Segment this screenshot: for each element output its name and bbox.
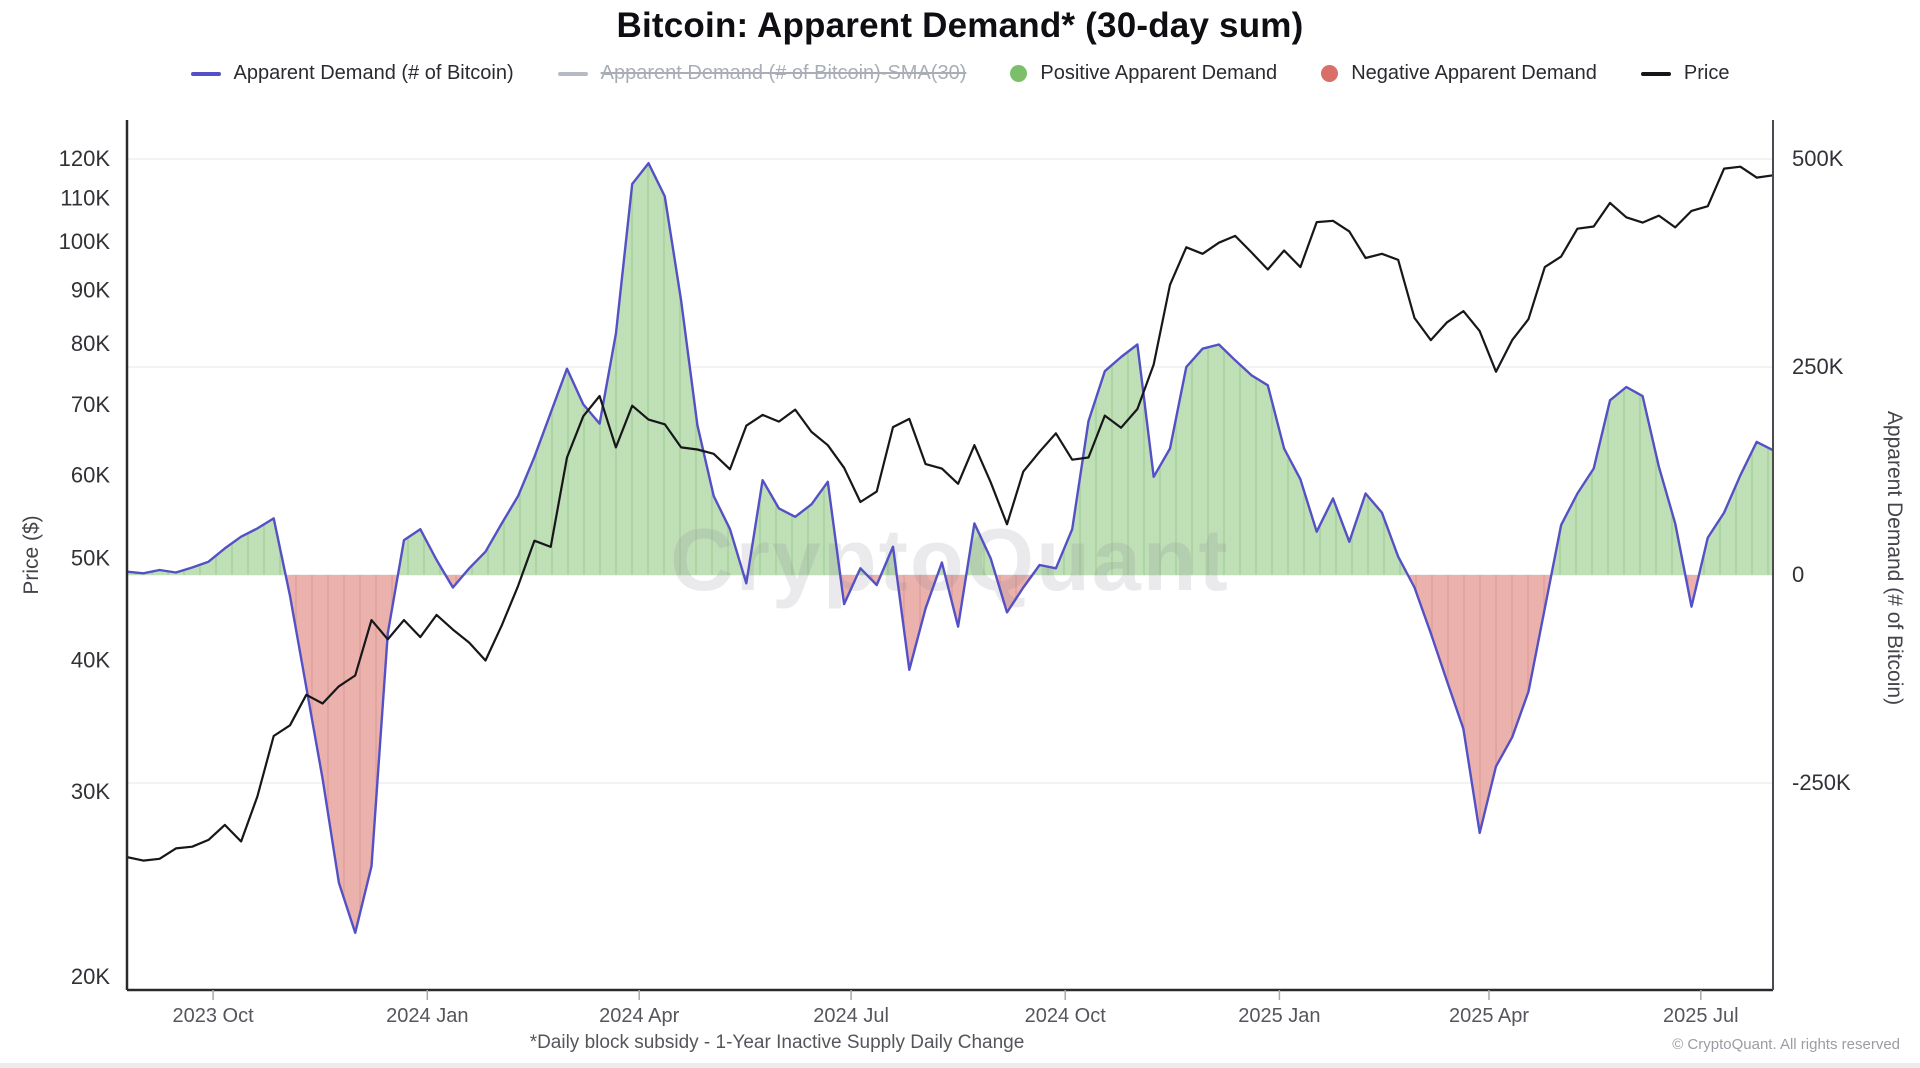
left-axis-tick-label: 80K xyxy=(71,331,110,356)
series-lines xyxy=(126,161,1774,934)
legend-item-apparent-demand-sma30[interactable]: Apparent Demand (# of Bitcoin)-SMA(30) xyxy=(557,62,967,85)
axis-tick-labels: 120K 110K 100K 90K 80K 70K 60K 50K 40K 30K 20K 500K… xyxy=(59,146,1851,1027)
demand-area-fills xyxy=(127,163,1773,933)
x-axis-tick-label: 2025 Apr xyxy=(1449,1005,1529,1027)
dot-swatch-icon xyxy=(1010,65,1028,82)
chart-legend: Apparent Demand (# of Bitcoin) Apparent … xyxy=(0,62,1920,85)
x-axis-tick-label: 2025 Jan xyxy=(1238,1005,1320,1027)
right-axis-tick-label: -250K xyxy=(1792,770,1851,795)
left-axis-tick-label: 30K xyxy=(71,779,110,804)
positive-demand-area xyxy=(127,163,1773,575)
legend-item-positive-apparent-demand[interactable]: Positive Apparent Demand xyxy=(1010,62,1277,85)
right-axis-title: Apparent Demand (# of Bitcoin) xyxy=(1883,411,1906,705)
line-swatch-icon xyxy=(1640,71,1671,76)
left-axis-tick-label: 20K xyxy=(71,964,110,989)
footnote: *Daily block subsidy - 1-Year Inactive S… xyxy=(529,1032,1025,1053)
left-axis-tick-label: 100K xyxy=(59,229,111,254)
legend-label: Apparent Demand (# of Bitcoin)-SMA(30) xyxy=(600,62,967,84)
left-axis-tick-label: 110K xyxy=(60,186,110,211)
bottom-edge-strip xyxy=(0,1063,1920,1068)
x-axis-tick-label: 2025 Jul xyxy=(1663,1005,1739,1027)
dot-swatch-icon xyxy=(1321,65,1339,82)
x-axis-tick-label: 2024 Apr xyxy=(599,1005,679,1027)
legend-item-price[interactable]: Price xyxy=(1640,62,1730,85)
left-axis-tick-label: 90K xyxy=(71,277,110,302)
line-swatch-icon xyxy=(190,71,221,76)
left-axis-tick-label: 60K xyxy=(71,462,110,487)
left-axis-tick-label: 40K xyxy=(71,648,110,673)
x-axis-tick-label: 2024 Jul xyxy=(813,1005,889,1027)
x-axis-tick-label: 2024 Jan xyxy=(386,1005,468,1027)
legend-item-negative-apparent-demand[interactable]: Negative Apparent Demand xyxy=(1321,62,1597,85)
left-axis-title: Price ($) xyxy=(20,515,43,594)
right-axis-tick-label: 0 xyxy=(1792,562,1804,587)
legend-label: Apparent Demand (# of Bitcoin) xyxy=(233,62,514,84)
legend-label: Negative Apparent Demand xyxy=(1351,62,1597,84)
legend-label: Price xyxy=(1683,62,1730,84)
x-axis-tick-label: 2023 Oct xyxy=(173,1005,255,1027)
left-axis-tick-label: 50K xyxy=(71,546,110,571)
left-axis-tick-label: 120K xyxy=(59,146,111,171)
apparent-demand-line xyxy=(126,161,1774,934)
left-axis-tick-label: 70K xyxy=(71,392,110,417)
right-axis-tick-label: 500K xyxy=(1792,146,1844,171)
legend-label: Positive Apparent Demand xyxy=(1040,62,1278,84)
page-title: Bitcoin: Apparent Demand* (30-day sum) xyxy=(616,6,1304,45)
legend-item-apparent-demand[interactable]: Apparent Demand (# of Bitcoin) xyxy=(190,62,514,85)
axes xyxy=(125,120,1774,1000)
price-line xyxy=(126,165,1774,862)
right-axis-tick-label: 250K xyxy=(1792,354,1844,379)
x-axis-tick-label: 2024 Oct xyxy=(1025,1005,1107,1027)
line-swatch-icon xyxy=(557,71,588,76)
copyright: © CryptoQuant. All rights reserved xyxy=(1672,1036,1900,1053)
